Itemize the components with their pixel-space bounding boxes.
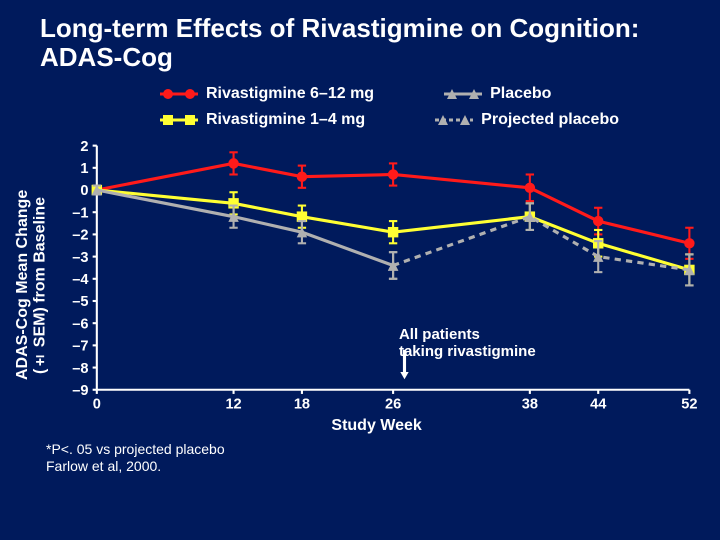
chart-svg: 2 1 0 –1 –2 –3 –4 –5 –6 –7 –8 –9 0 12 18 26 38 44 52 [53,135,700,415]
svg-text:–6: –6 [72,317,88,333]
svg-text:26: 26 [385,397,401,413]
svg-text:44: 44 [590,397,607,413]
legend-item: Projected placebo [435,111,619,129]
legend-label: Projected placebo [481,111,619,129]
svg-text:18: 18 [294,397,310,413]
legend-item: Placebo [444,85,551,103]
legend: Rivastigmine 6–12 mg Placebo Rivastigmine … [0,75,720,133]
svg-text:–8: –8 [72,361,88,377]
svg-text:0: 0 [81,183,89,199]
svg-text:–7: –7 [72,339,88,355]
svg-text:–4: –4 [72,272,89,288]
svg-text:12: 12 [226,397,242,413]
slide-title: Long-term Effects of Rivastigmine on Cog… [0,0,720,75]
legend-swatch [160,113,198,127]
legend-swatch [160,87,198,101]
legend-label: Rivastigmine 6–12 mg [206,85,374,103]
legend-label: Placebo [490,85,551,103]
svg-text:–2: –2 [72,228,88,244]
legend-item: Rivastigmine 6–12 mg [160,85,374,103]
svg-text:–9: –9 [72,383,88,399]
chart-area: 2 1 0 –1 –2 –3 –4 –5 –6 –7 –8 –9 0 12 18 26 38 44 52 All p… [53,135,700,435]
x-axis-label: Study Week [53,415,700,435]
legend-swatch [435,113,473,127]
svg-text:–1: –1 [72,206,88,222]
svg-text:52: 52 [681,397,697,413]
svg-text:2: 2 [81,139,89,155]
chart-wrapper: ADAS-Cog Mean Change(± SEM) from Baselin… [0,133,720,435]
legend-label: Rivastigmine 1–4 mg [206,111,365,129]
svg-text:–3: –3 [72,250,88,266]
legend-item: Rivastigmine 1–4 mg [160,111,365,129]
svg-text:38: 38 [522,397,538,413]
y-axis-label: ADAS-Cog Mean Change(± SEM) from Baselin… [10,135,53,435]
annotation-text: All patientstaking rivastigmine [399,327,536,360]
svg-text:–5: –5 [72,294,88,310]
footnote: *P<. 05 vs projected placeboFarlow et al… [0,435,720,475]
svg-text:1: 1 [81,161,89,177]
legend-swatch [444,87,482,101]
svg-text:0: 0 [93,397,101,413]
